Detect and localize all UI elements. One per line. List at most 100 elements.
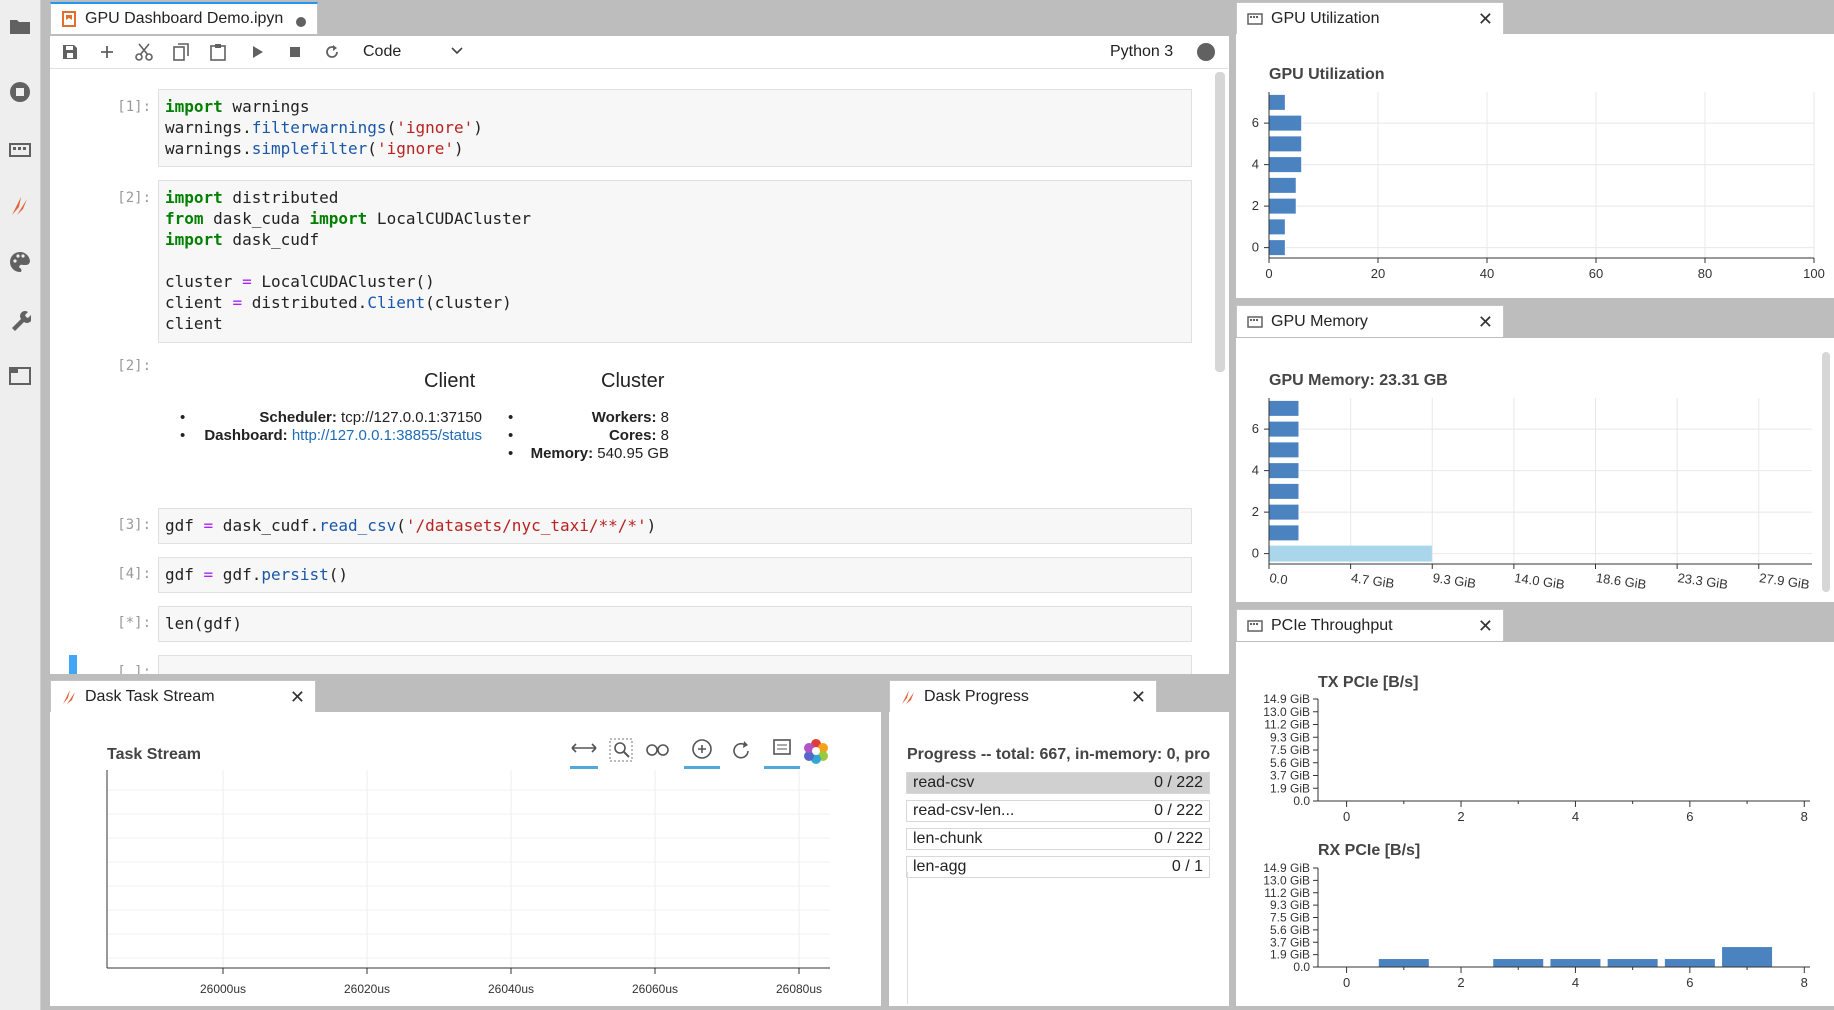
y-tick-label: 1.9 GiB xyxy=(1270,781,1310,795)
workers-label: Workers: xyxy=(591,409,657,426)
close-icon[interactable]: ✕ xyxy=(1477,616,1493,636)
y-tick-label: 9.3 GiB xyxy=(1270,730,1310,744)
pcie-bar xyxy=(1378,959,1429,967)
gpu-icon xyxy=(1247,11,1263,27)
cell-prompt: [*]: xyxy=(117,615,151,631)
progress-row-name: read-csv-len... xyxy=(913,802,1015,819)
output-prompt: [2]: xyxy=(117,358,151,374)
copy-icon[interactable] xyxy=(169,40,193,64)
notebook-tabbar: GPU Dashboard Demo.ipyn xyxy=(41,0,1229,36)
task-stream-tab[interactable]: Dask Task Stream ✕ xyxy=(50,680,316,712)
scheduler-label: Scheduler: xyxy=(259,409,337,426)
paste-icon[interactable] xyxy=(206,40,230,64)
run-icon[interactable] xyxy=(246,40,270,64)
pan-tool-icon[interactable] xyxy=(570,738,598,775)
gpu-mem-tab[interactable]: GPU Memory ✕ xyxy=(1236,305,1504,337)
progress-row[interactable]: read-csv 0 / 222 xyxy=(906,772,1210,794)
box-zoom-tool-icon[interactable] xyxy=(609,738,633,767)
progress-row[interactable]: len-chunk 0 / 222 xyxy=(906,828,1210,850)
add-cell-icon[interactable] xyxy=(95,40,119,64)
running-icon[interactable] xyxy=(8,80,32,104)
folder-icon[interactable] xyxy=(8,14,32,38)
chevron-down-icon xyxy=(451,44,463,63)
close-icon[interactable]: ✕ xyxy=(1477,9,1493,29)
code-cell[interactable]: len(gdf) xyxy=(158,606,1192,642)
gpu-util-bar xyxy=(1268,93,1286,111)
cell-prompt: [ ]: xyxy=(117,664,151,674)
y-tick-label: 9.3 GiB xyxy=(1270,898,1310,912)
x-tick-label: 26040us xyxy=(488,982,534,996)
gpu-util-title: GPU Utilization xyxy=(1269,66,1385,83)
gpu-mem-scrollbar[interactable] xyxy=(1822,352,1830,592)
pcie-panel: TX PCIe [B/s] RX PCIe [B/s] 0.0 1.9 GiB 3.… xyxy=(1236,642,1834,1006)
close-icon[interactable]: ✕ xyxy=(1477,312,1493,332)
kernel-name[interactable]: Python 3 xyxy=(1110,43,1174,60)
progress-tabbar: Dask Progress ✕ xyxy=(881,674,1229,712)
gpu-mem-bar xyxy=(1268,399,1300,417)
pcie-tab-title: PCIe Throughput xyxy=(1271,616,1393,634)
gpu-util-bar xyxy=(1268,114,1303,132)
close-icon[interactable]: ✕ xyxy=(289,687,305,707)
progress-row-name: read-csv xyxy=(913,774,975,791)
task-stream-chart: 26000us 26020us 26040us 26060us 26080us xyxy=(106,770,830,996)
restart-icon[interactable] xyxy=(320,40,344,64)
progress-row[interactable]: len-agg 0 / 1 xyxy=(906,856,1210,878)
notebook-toolbar: Code Python 3 xyxy=(50,36,1228,69)
pcie-tab[interactable]: PCIe Throughput ✕ xyxy=(1236,609,1504,641)
dask-icon[interactable] xyxy=(8,194,32,218)
cell-type-select[interactable]: Code xyxy=(363,40,463,64)
cluster-heading: Cluster xyxy=(601,370,665,392)
progress-tab[interactable]: Dask Progress ✕ xyxy=(889,680,1157,712)
stop-icon[interactable] xyxy=(283,40,307,64)
y-tick-label: 7.5 GiB xyxy=(1270,743,1310,757)
code-cell[interactable]: gdf = dask_cudf.read_csv('/datasets/nyc_… xyxy=(158,508,1192,544)
cut-icon[interactable] xyxy=(132,40,156,64)
notebook-scrollbar[interactable] xyxy=(1215,72,1225,372)
progress-row-name: len-agg xyxy=(913,858,967,875)
pcie-bar xyxy=(1493,959,1544,967)
progress-row-value: 0 / 222 xyxy=(1154,802,1203,819)
gpu-mem-title: GPU Memory: 23.31 GB xyxy=(1269,372,1448,389)
hover-tool-icon[interactable] xyxy=(764,738,800,775)
x-tick-label: 20 xyxy=(1371,266,1385,281)
bokeh-logo-icon[interactable] xyxy=(803,738,829,769)
y-tick-label: 5.6 GiB xyxy=(1270,923,1310,937)
commands-icon[interactable] xyxy=(8,138,32,162)
dashboard-link[interactable]: http://127.0.0.1:38855/status xyxy=(291,427,482,444)
gpu-mem-bar xyxy=(1268,441,1300,459)
close-icon[interactable]: ✕ xyxy=(1130,687,1146,707)
code-cell[interactable]: import distributed from dask_cuda import… xyxy=(158,180,1192,343)
cores-value: 8 xyxy=(660,427,669,444)
x-tick-label: 4.7 GiB xyxy=(1350,570,1395,591)
y-tick-label: 14.9 GiB xyxy=(1263,692,1310,706)
progress-row-value: 0 / 222 xyxy=(1154,774,1203,791)
gpu-util-tab[interactable]: GPU Utilization ✕ xyxy=(1236,2,1504,34)
code-text: import warnings warnings.filterwarnings(… xyxy=(165,97,483,158)
gpu-util-bar xyxy=(1268,197,1297,215)
gpu-mem-bar xyxy=(1268,462,1300,480)
unsaved-dot-icon[interactable] xyxy=(295,12,307,33)
code-cell[interactable]: import warnings warnings.filterwarnings(… xyxy=(158,89,1192,167)
save-icon[interactable] xyxy=(58,40,82,64)
y-tick-label: 0.0 xyxy=(1293,960,1310,974)
zoom-in-tool-icon[interactable] xyxy=(684,738,720,775)
progress-row[interactable]: read-csv-len... 0 / 222 xyxy=(906,800,1210,822)
palette-icon[interactable] xyxy=(8,250,32,274)
y-tick-label: 7.5 GiB xyxy=(1270,911,1310,925)
wheel-zoom-tool-icon[interactable] xyxy=(646,740,672,767)
notebook-tab[interactable]: GPU Dashboard Demo.ipyn xyxy=(50,2,318,34)
cores-label: Cores: xyxy=(608,427,657,444)
reset-tool-icon[interactable] xyxy=(730,740,752,767)
code-cell[interactable] xyxy=(158,655,1192,674)
tx-pcie-title: TX PCIe [B/s] xyxy=(1318,674,1419,691)
code-cell[interactable]: gdf = gdf.persist() xyxy=(158,557,1192,593)
tabs-icon[interactable] xyxy=(8,364,32,388)
x-tick-label: 26000us xyxy=(200,982,246,996)
wrench-icon[interactable] xyxy=(8,308,32,332)
y-tick-label: 6 xyxy=(1252,421,1259,436)
task-stream-tab-title: Dask Task Stream xyxy=(85,687,215,705)
gpu-util-tab-title: GPU Utilization xyxy=(1271,9,1380,27)
gpu-mem-bar xyxy=(1268,524,1300,542)
x-tick-label: 40 xyxy=(1480,266,1494,281)
x-tick-label: 6 xyxy=(1686,809,1693,824)
